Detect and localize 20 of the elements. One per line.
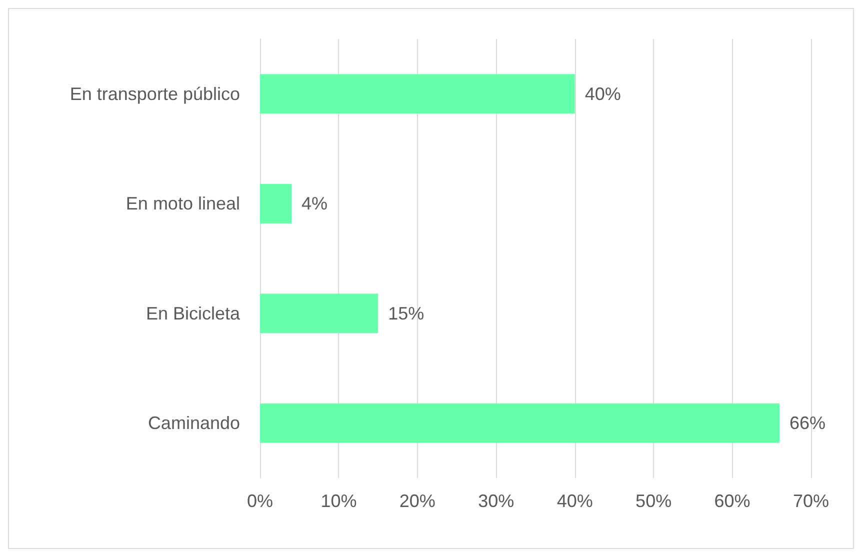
y-tick-label: En moto lineal [126,194,240,214]
data-label: 15% [388,303,424,324]
bar [260,403,780,443]
y-tick-label: En Bicicleta [146,303,241,324]
bar [260,294,378,334]
bar [260,74,575,114]
data-label: 4% [301,194,328,214]
bar [260,184,292,224]
x-tick-label: 70% [792,491,830,511]
x-tick-label: 40% [556,491,593,511]
x-tick-label: 10% [320,491,357,511]
data-label: 40% [584,84,621,104]
x-tick-label: 30% [478,491,514,511]
data-label: 66% [790,413,826,434]
y-tick-label: Caminando [148,413,240,434]
y-tick-label: En transporte público [70,84,240,104]
x-tick-label: 50% [636,491,672,511]
x-tick-label: 60% [714,491,750,511]
x-tick-label: 20% [399,491,436,511]
x-tick-label: 0% [246,491,274,511]
